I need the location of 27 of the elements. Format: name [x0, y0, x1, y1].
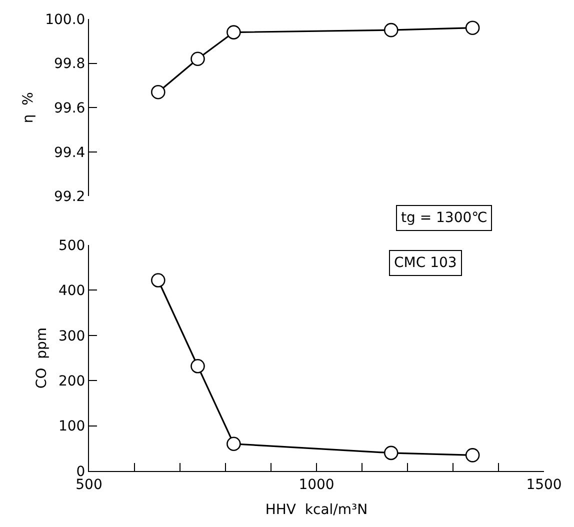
- point: [384, 446, 398, 460]
- point: [151, 273, 166, 288]
- point: [190, 52, 205, 66]
- x-axis-title: HHV kcal/m³N: [265, 502, 368, 518]
- y-tick-label: 400: [58, 283, 86, 300]
- point: [384, 22, 398, 38]
- y-tick-label: 99.2: [54, 189, 86, 206]
- point: [465, 448, 480, 462]
- y-tick-label: 99.8: [54, 56, 86, 72]
- y-tick-label: 500: [58, 238, 86, 254]
- point: [226, 436, 241, 452]
- y-axis-title: CO ppm: [34, 327, 50, 389]
- y-axis-title: η %: [20, 92, 37, 124]
- x-tick-label: 1000: [298, 476, 334, 493]
- point: [190, 358, 205, 374]
- x-tick-label: 1500: [526, 476, 562, 493]
- y-tick-label: 200: [58, 374, 86, 390]
- y-tick-label: 100: [58, 418, 86, 435]
- annotation: CMC 103: [394, 255, 457, 271]
- point: [226, 25, 241, 40]
- point: [465, 20, 480, 36]
- y-tick-label: 300: [58, 328, 86, 344]
- y-tick-label: 99.4: [54, 144, 86, 161]
- text: tg = 1300℃: [401, 210, 488, 226]
- point: [151, 84, 166, 100]
- y-tick-label: 99.6: [54, 100, 86, 116]
- y-tick-label: 100.0: [45, 12, 86, 28]
